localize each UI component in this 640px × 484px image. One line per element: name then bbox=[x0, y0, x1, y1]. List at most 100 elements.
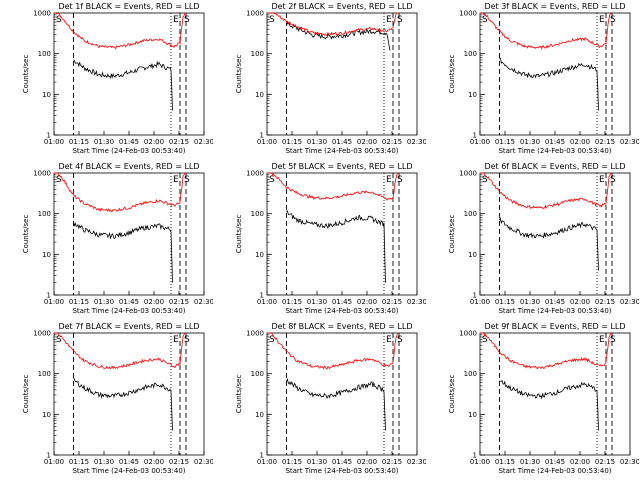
x-tick-label: 01:00 bbox=[257, 138, 277, 146]
x-tick-label: 02:00 bbox=[357, 458, 377, 466]
y-tick-label: 1000 bbox=[459, 330, 477, 338]
marker-s-end: S bbox=[184, 175, 190, 185]
events-series-line bbox=[286, 378, 386, 431]
marker-e: E bbox=[173, 15, 179, 25]
chart-title: Det 3f BLACK = Events, RED = LLD bbox=[484, 2, 625, 11]
y-tick-label: 1000 bbox=[459, 170, 477, 178]
y-tick-label: 1000 bbox=[246, 330, 264, 338]
x-tick-label: 01:15 bbox=[282, 458, 302, 466]
x-axis-label: Start Time (24-Feb-03 00:53:40) bbox=[285, 467, 398, 475]
x-tick-label: 01:45 bbox=[545, 458, 565, 466]
events-series-line bbox=[286, 209, 386, 283]
events-series-line bbox=[286, 21, 391, 51]
events-series-line bbox=[73, 377, 173, 431]
y-axis-label: Counts/sec bbox=[22, 55, 30, 94]
x-tick-label: 02:15 bbox=[382, 138, 402, 146]
marker-s-end: S bbox=[397, 335, 403, 345]
lightcurve-chart: Det 7f BLACK = Events, RED = LLD 1 10 100 10… bbox=[22, 322, 214, 475]
chart-title: Det 1f BLACK = Events, RED = LLD bbox=[58, 2, 199, 11]
x-axis-label: Start Time (24-Feb-03 00:53:40) bbox=[285, 147, 398, 155]
x-tick-label: 02:15 bbox=[169, 138, 189, 146]
x-tick-label: 02:30 bbox=[620, 458, 639, 466]
events-series-line bbox=[499, 57, 599, 111]
lld-series-line bbox=[54, 12, 186, 50]
y-tick-label: 1000 bbox=[33, 10, 51, 18]
x-tick-label: 01:45 bbox=[545, 298, 565, 306]
y-tick-label: 10 bbox=[468, 91, 477, 99]
y-tick-label: 1000 bbox=[459, 10, 477, 18]
lightcurve-chart: Det 5f BLACK = Events, RED = LLD 1 10 100 10… bbox=[235, 162, 427, 315]
chart-title: Det 2f BLACK = Events, RED = LLD bbox=[271, 2, 412, 11]
x-tick-label: 02:00 bbox=[144, 458, 164, 466]
y-tick-label: 1 bbox=[47, 292, 51, 300]
x-tick-label: 01:30 bbox=[94, 138, 114, 146]
y-tick-label: 10 bbox=[255, 91, 264, 99]
lld-series-line bbox=[54, 172, 186, 213]
y-tick-label: 100 bbox=[38, 370, 51, 378]
x-tick-label: 01:45 bbox=[119, 298, 139, 306]
marker-e: E bbox=[173, 175, 179, 185]
x-tick-label: 01:15 bbox=[495, 458, 515, 466]
y-axis-label: Counts/sec bbox=[235, 215, 243, 254]
detector-panel: Det 1f BLACK = Events, RED = LLD 1 10 100 10… bbox=[0, 0, 214, 164]
x-tick-label: 01:00 bbox=[470, 138, 490, 146]
lld-series-line bbox=[267, 172, 399, 201]
detector-panel: Det 9f BLACK = Events, RED = LLD 1 10 100 10… bbox=[426, 320, 640, 484]
x-tick-label: 01:15 bbox=[69, 138, 89, 146]
x-tick-label: 01:30 bbox=[307, 138, 327, 146]
y-tick-label: 1 bbox=[47, 132, 51, 140]
chart-title: Det 9f BLACK = Events, RED = LLD bbox=[484, 322, 625, 331]
x-tick-label: 01:15 bbox=[69, 298, 89, 306]
y-axis-label: Counts/sec bbox=[448, 55, 456, 94]
x-tick-label: 02:00 bbox=[570, 138, 590, 146]
y-axis-label: Counts/sec bbox=[235, 375, 243, 414]
events-series-line bbox=[73, 222, 173, 283]
x-tick-label: 01:45 bbox=[545, 138, 565, 146]
x-axis-label: Start Time (24-Feb-03 00:53:40) bbox=[72, 147, 185, 155]
chart-title: Det 7f BLACK = Events, RED = LLD bbox=[58, 322, 199, 331]
events-series-line bbox=[499, 216, 599, 271]
lightcurve-chart: Det 1f BLACK = Events, RED = LLD 1 10 100 10… bbox=[22, 2, 214, 155]
lightcurve-chart: Det 8f BLACK = Events, RED = LLD 1 10 100 10… bbox=[235, 322, 427, 475]
y-tick-label: 1 bbox=[260, 292, 264, 300]
marker-s-end: S bbox=[397, 15, 403, 25]
lld-series-line bbox=[480, 12, 612, 50]
plot-frame bbox=[266, 172, 418, 296]
marker-s-start: S bbox=[482, 335, 488, 345]
x-axis-label: Start Time (24-Feb-03 00:53:40) bbox=[498, 467, 611, 475]
y-axis-label: Counts/sec bbox=[22, 375, 30, 414]
y-tick-label: 1 bbox=[473, 292, 477, 300]
x-tick-label: 01:45 bbox=[332, 138, 352, 146]
lld-series-line bbox=[267, 12, 399, 37]
y-axis-label: Counts/sec bbox=[235, 55, 243, 94]
x-axis-label: Start Time (24-Feb-03 00:53:40) bbox=[72, 467, 185, 475]
y-tick-label: 1000 bbox=[33, 330, 51, 338]
x-tick-label: 01:30 bbox=[520, 298, 540, 306]
marker-s-start: S bbox=[56, 15, 62, 25]
marker-s-start: S bbox=[56, 175, 62, 185]
marker-e: E bbox=[599, 335, 605, 345]
chart-title: Det 6f BLACK = Events, RED = LLD bbox=[484, 162, 625, 171]
lld-series-line bbox=[54, 332, 186, 370]
y-tick-label: 100 bbox=[251, 370, 264, 378]
y-tick-label: 1 bbox=[260, 132, 264, 140]
x-tick-label: 02:00 bbox=[570, 298, 590, 306]
y-tick-label: 100 bbox=[38, 50, 51, 58]
x-tick-label: 01:00 bbox=[44, 458, 64, 466]
x-tick-label: 02:15 bbox=[382, 298, 402, 306]
y-axis-label: Counts/sec bbox=[22, 215, 30, 254]
x-tick-label: 02:15 bbox=[595, 298, 615, 306]
detector-panel: Det 4f BLACK = Events, RED = LLD 1 10 100 10… bbox=[0, 160, 214, 324]
x-tick-label: 01:00 bbox=[257, 458, 277, 466]
marker-s-start: S bbox=[482, 15, 488, 25]
x-tick-label: 01:30 bbox=[307, 298, 327, 306]
x-tick-label: 01:30 bbox=[520, 138, 540, 146]
marker-s-start: S bbox=[269, 175, 275, 185]
marker-e: E bbox=[599, 175, 605, 185]
chart-title: Det 5f BLACK = Events, RED = LLD bbox=[271, 162, 412, 171]
x-tick-label: 01:15 bbox=[69, 458, 89, 466]
events-series-line bbox=[499, 379, 599, 431]
marker-s-end: S bbox=[610, 175, 616, 185]
x-tick-label: 02:30 bbox=[407, 138, 426, 146]
